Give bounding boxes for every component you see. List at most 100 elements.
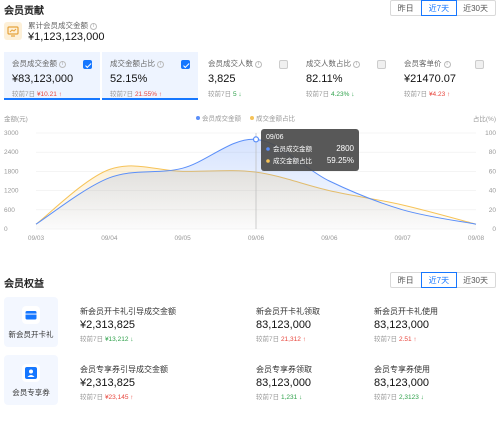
x-tick-label: 09/06 bbox=[248, 235, 265, 242]
rights-date-tabs: 昨日 近7天 近30天 bbox=[389, 272, 496, 288]
rights-compare-value: ¥23,145 bbox=[104, 394, 129, 401]
metric-checkbox[interactable] bbox=[475, 60, 484, 69]
rights-metric: 会员专享券使用 83,123,000 较前7日 2,3123 ↓ bbox=[374, 364, 430, 401]
x-tick-label: 09/03 bbox=[28, 235, 45, 242]
metric-value: 3,825 bbox=[208, 73, 236, 85]
metric-compare-value: 4.23% bbox=[330, 91, 350, 98]
legend-marker bbox=[250, 116, 254, 120]
rights-metric-label: 会员专享券使用 bbox=[374, 365, 430, 374]
contrib-trend-chart: 金额(元) 占比(%) 会员成交金额 成交金额占比 060012001800240… bbox=[4, 114, 497, 243]
metric-checkbox[interactable] bbox=[181, 60, 190, 69]
rights-tab-30days[interactable]: 近30天 bbox=[463, 275, 488, 285]
metric-label: 会员客单价 bbox=[404, 59, 442, 68]
total-label: 累计会员成交金额 bbox=[28, 21, 88, 30]
rights-metric-value: 83,123,000 bbox=[374, 377, 430, 389]
rights-metric-value: 83,123,000 bbox=[256, 319, 312, 331]
total-value: ¥1,123,123,000 bbox=[28, 31, 105, 43]
metric-compare-label: 较前7日 bbox=[208, 91, 232, 98]
info-icon[interactable]: i bbox=[255, 60, 262, 68]
metric-value: 82.11% bbox=[306, 73, 343, 85]
y-right-tick-label: 20 bbox=[489, 207, 497, 214]
metric-card[interactable]: 成交金额占比 i 52.15% 较前7日 21.55% ↑ bbox=[102, 52, 198, 100]
trend-down-icon: ↓ bbox=[351, 91, 355, 98]
rights-compare-label: 较前7日 bbox=[374, 394, 398, 401]
trend-up-icon: ↑ bbox=[58, 91, 62, 98]
rights-compare-label: 较前7日 bbox=[374, 336, 398, 343]
rights-section-title: 会员权益 bbox=[4, 279, 44, 290]
rights-metric: 会员专享券领取 83,123,000 较前7日 1,231 ↓ bbox=[256, 364, 312, 401]
info-icon[interactable]: i bbox=[157, 60, 164, 68]
trend-down-icon: ↓ bbox=[130, 336, 134, 343]
contrib-date-tabs: 昨日 近7天 近30天 bbox=[389, 0, 496, 16]
tooltip-marker bbox=[266, 159, 270, 163]
hover-point bbox=[252, 136, 260, 143]
gift-icon bbox=[22, 306, 40, 324]
contrib-tab-7days[interactable]: 近7天 bbox=[420, 0, 458, 16]
metric-checkbox[interactable] bbox=[377, 60, 386, 69]
x-tick-label: 09/06 bbox=[321, 235, 338, 242]
rights-category-card[interactable]: 新会员开卡礼 bbox=[4, 297, 58, 347]
legend-label: 成交金额占比 bbox=[256, 114, 296, 123]
tooltip-marker bbox=[266, 147, 270, 151]
metric-card[interactable]: 会员成交人数 i 3,825 较前7日 5 ↓ bbox=[200, 52, 296, 100]
metric-card[interactable]: 会员客单价 i ¥21470.07 较前7日 ¥4.23 ↑ bbox=[396, 52, 492, 100]
rights-metric-label: 会员专享券引导成交金额 bbox=[80, 365, 168, 374]
y-right-tick-label: 80 bbox=[489, 149, 497, 156]
rights-metric-label: 新会员开卡礼使用 bbox=[374, 307, 438, 316]
metric-compare-label: 较前7日 bbox=[306, 91, 330, 98]
x-tick-label: 09/04 bbox=[101, 235, 118, 242]
legend-marker bbox=[196, 116, 200, 120]
trend-up-icon: ↑ bbox=[447, 91, 451, 98]
metric-compare-value: 21.55% bbox=[134, 91, 157, 98]
metric-label: 会员成交人数 bbox=[208, 59, 253, 68]
rights-metric-label: 新会员开卡礼领取 bbox=[256, 307, 320, 316]
total-amount-icon bbox=[4, 22, 22, 40]
metric-value: ¥21470.07 bbox=[404, 73, 456, 85]
metric-card[interactable]: 成交人数占比 i 82.11% 较前7日 4.23% ↓ bbox=[298, 52, 394, 100]
info-icon[interactable]: i bbox=[59, 60, 66, 68]
info-icon[interactable]: i bbox=[90, 22, 97, 30]
rights-tab-yesterday[interactable]: 昨日 bbox=[391, 273, 422, 287]
rights-metric: 新会员开卡礼使用 83,123,000 较前7日 2.51 ↑ bbox=[374, 306, 438, 343]
metric-compare-label: 较前7日 bbox=[110, 91, 134, 98]
info-icon[interactable]: i bbox=[353, 60, 360, 68]
metric-label: 成交人数占比 bbox=[306, 59, 351, 68]
trend-up-icon: ↑ bbox=[302, 336, 306, 343]
rights-compare-label: 较前7日 bbox=[80, 394, 104, 401]
legend-label: 会员成交金额 bbox=[202, 114, 242, 123]
rights-compare-value: 1,231 bbox=[280, 394, 298, 401]
metric-value: 52.15% bbox=[110, 73, 148, 85]
y-left-tick-label: 1200 bbox=[4, 188, 19, 195]
rights-metric-value: ¥2,313,825 bbox=[80, 319, 136, 331]
metric-card[interactable]: 会员成交金额 i ¥83,123,000 较前7日 ¥10.21 ↑ bbox=[4, 52, 100, 100]
rights-category-name: 会员专享券 bbox=[12, 388, 50, 397]
trend-down-icon: ↓ bbox=[420, 394, 424, 401]
rights-compare-value: 2,3123 bbox=[398, 394, 419, 401]
tooltip-row-value: 2800 bbox=[336, 144, 354, 153]
rights-metric: 新会员开卡礼引导成交金额 ¥2,313,825 较前7日 ¥13,212 ↓ bbox=[80, 306, 176, 343]
contrib-tab-30days[interactable]: 近30天 bbox=[463, 3, 488, 13]
rights-metric-label: 会员专享券领取 bbox=[256, 365, 312, 374]
rights-compare-label: 较前7日 bbox=[80, 336, 104, 343]
rights-compare-label: 较前7日 bbox=[256, 394, 280, 401]
trend-down-icon: ↓ bbox=[299, 394, 303, 401]
rights-compare-value: 21,312 bbox=[280, 336, 301, 343]
rights-compare-label: 较前7日 bbox=[256, 336, 280, 343]
tooltip-row-name: 会员成交金额 bbox=[273, 144, 313, 153]
metric-checkbox[interactable] bbox=[83, 60, 92, 69]
info-icon[interactable]: i bbox=[443, 60, 451, 68]
rights-tab-7days[interactable]: 近7天 bbox=[420, 272, 458, 288]
rights-category-name: 新会员开卡礼 bbox=[8, 330, 54, 339]
tooltip-date: 09/06 bbox=[266, 134, 284, 141]
contrib-section-title: 会员贡献 bbox=[4, 6, 44, 17]
metric-compare-value: 5 bbox=[232, 91, 237, 98]
y-right-tick-label: 40 bbox=[489, 188, 497, 195]
metric-label: 会员成交金额 bbox=[12, 59, 57, 68]
rights-compare-value: 2.51 bbox=[398, 336, 412, 343]
rights-category-card[interactable]: 会员专享券 bbox=[4, 355, 58, 405]
rights-metric: 新会员开卡礼领取 83,123,000 较前7日 21,312 ↑ bbox=[256, 306, 320, 343]
contrib-tab-yesterday[interactable]: 昨日 bbox=[391, 1, 422, 15]
rights-metric: 会员专享券引导成交金额 ¥2,313,825 较前7日 ¥23,145 ↑ bbox=[80, 364, 168, 401]
metric-value: ¥83,123,000 bbox=[12, 73, 74, 85]
metric-checkbox[interactable] bbox=[279, 60, 288, 69]
